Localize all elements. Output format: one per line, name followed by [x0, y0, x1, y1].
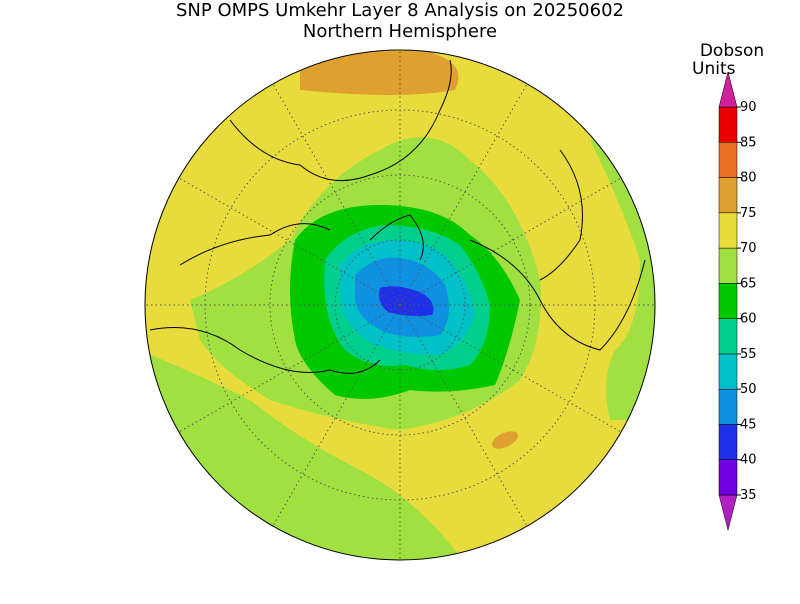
subtitle: Northern Hemisphere [303, 21, 497, 42]
colorbar-segment [718, 177, 738, 214]
colorbar-segment [718, 212, 738, 249]
colorbar-segment [718, 247, 738, 284]
colorbar-segment [718, 318, 738, 355]
contour-region [300, 50, 459, 95]
colorbar-segment [718, 459, 738, 496]
colorbar-title: Units [692, 59, 736, 79]
title: SNP OMPS Umkehr Layer 8 Analysis on 2025… [176, 0, 624, 21]
colorbar-title: Dobson [700, 41, 764, 61]
colorbar-extend-low [718, 494, 738, 531]
colorbar-segment [718, 353, 738, 390]
colorbar-tick-label: 55 [740, 347, 757, 362]
colorbar-tick-label: 40 [740, 453, 757, 468]
colorbar-extend-high [718, 71, 738, 108]
colorbar-tick-label: 75 [740, 206, 757, 221]
colorbar-segment [718, 106, 738, 143]
colorbar: 35 40 45 50 55 60 65 70 75 80 85 90 [718, 71, 757, 531]
colorbar-tick-label: 35 [740, 488, 757, 503]
graticule [145, 50, 655, 560]
colorbar-tick-label: 70 [740, 241, 757, 256]
colorbar-tick-label: 85 [740, 135, 757, 150]
colorbar-tick-label: 80 [740, 171, 757, 186]
colorbar-tick-label: 60 [740, 312, 757, 327]
colorbar-segment [718, 424, 738, 460]
contour-region [491, 431, 519, 449]
map-border [144, 49, 656, 561]
colorbar-tick-label: 90 [740, 100, 757, 115]
colorbar-segment [718, 142, 738, 178]
colorbar-segment [718, 388, 738, 425]
colorbar-tick-label: 50 [740, 382, 757, 397]
colorbar-tick-label: 45 [740, 417, 757, 432]
colorbar-tick-label: 65 [740, 276, 757, 291]
coastline [149, 59, 646, 374]
colorbar-segment [718, 283, 738, 319]
map [145, 50, 655, 560]
